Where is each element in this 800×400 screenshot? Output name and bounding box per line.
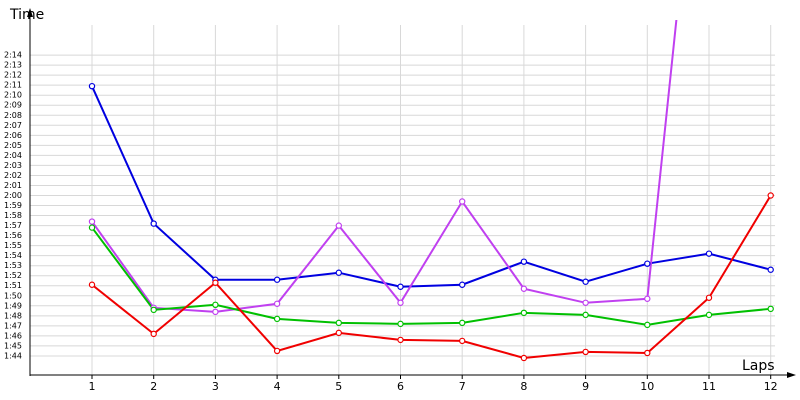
y-tick-label: 1:49	[4, 301, 22, 310]
y-tick-label: 1:44	[4, 351, 22, 360]
point	[520, 309, 528, 317]
x-tick-label: 3	[212, 380, 219, 393]
y-tick-label: 2:00	[4, 191, 22, 200]
x-tick-label: 11	[702, 380, 716, 393]
point	[397, 283, 404, 290]
point	[520, 258, 528, 265]
y-tick-label: 2:03	[4, 161, 22, 170]
series-line	[91, 226, 771, 326]
y-tick-label: 2:08	[4, 111, 22, 120]
point	[644, 321, 651, 329]
point	[520, 354, 528, 362]
x-tick-label: 9	[582, 380, 589, 393]
point	[150, 306, 157, 314]
y-tick-label: 2:02	[4, 171, 22, 180]
point	[459, 337, 466, 345]
point	[582, 311, 589, 319]
series-line	[91, 85, 771, 288]
point	[273, 315, 281, 323]
x-tick-label: 4	[274, 380, 281, 393]
point	[212, 301, 219, 309]
point	[705, 311, 713, 319]
point	[335, 329, 342, 337]
y-tick-label: 1:48	[4, 311, 22, 320]
y-tick-label: 1:51	[4, 281, 22, 290]
x-tick-label: 5	[335, 380, 342, 393]
point	[459, 198, 466, 205]
point	[644, 349, 651, 357]
x-tick-label: 8	[520, 380, 527, 393]
x-tick-label: 1	[89, 380, 96, 393]
y-axis-label: Time	[9, 7, 44, 23]
point	[88, 224, 96, 231]
point	[273, 347, 281, 355]
point	[459, 281, 466, 288]
x-axis-label: Laps	[742, 358, 775, 374]
y-tick-label: 2:13	[4, 61, 22, 70]
y-tick-label: 1:53	[4, 261, 22, 270]
point	[397, 320, 404, 328]
point	[88, 218, 96, 225]
y-tick-label: 1:58	[4, 211, 22, 220]
y-tick-label: 1:46	[4, 331, 22, 340]
x-axis-arrow	[787, 372, 796, 378]
y-tick-label: 2:14	[4, 51, 22, 60]
point	[582, 278, 589, 285]
y-tick-label: 1:59	[4, 201, 22, 210]
point	[88, 281, 96, 288]
y-tick-label: 2:10	[4, 91, 22, 100]
y-tick-label: 2:05	[4, 141, 22, 150]
point	[582, 299, 589, 306]
x-tick-label: 6	[397, 380, 404, 393]
point	[397, 336, 404, 344]
point	[397, 299, 404, 306]
point	[150, 330, 157, 338]
y-tick-label: 1:45	[4, 341, 22, 350]
point	[212, 279, 219, 286]
point	[150, 220, 157, 227]
y-tick-label: 1:57	[4, 221, 22, 230]
y-tick-label: 1:54	[4, 251, 22, 260]
y-tick-label: 1:47	[4, 321, 22, 330]
y-tick-label: 2:12	[4, 71, 22, 80]
point	[767, 192, 774, 199]
point	[644, 260, 651, 267]
y-tick-label: 1:52	[4, 271, 22, 280]
point	[582, 348, 589, 356]
y-axis-arrow	[27, 8, 33, 17]
point	[705, 294, 713, 301]
y-tick-label: 1:56	[4, 231, 22, 240]
plot-area	[88, 20, 774, 362]
x-tick-label: 10	[640, 380, 654, 393]
point	[459, 319, 466, 327]
y-tick-label: 1:50	[4, 291, 22, 300]
series-line	[91, 194, 772, 359]
point	[212, 308, 219, 316]
x-tick-label: 7	[459, 380, 466, 393]
point	[88, 82, 96, 90]
y-tick-label: 2:11	[4, 81, 22, 90]
y-tick-label: 2:07	[4, 121, 22, 130]
point	[705, 250, 713, 257]
point	[520, 285, 528, 292]
point	[273, 276, 281, 283]
point	[335, 319, 342, 327]
x-tick-label: 12	[764, 380, 778, 393]
y-tick-label: 2:01	[4, 181, 22, 190]
y-tick-label: 2:06	[4, 131, 22, 140]
y-tick-label: 2:04	[4, 151, 22, 160]
point	[335, 269, 342, 276]
y-tick-label: 1:55	[4, 241, 22, 250]
point	[767, 266, 774, 273]
point	[335, 222, 342, 229]
point	[644, 295, 651, 302]
y-tick-label: 2:09	[4, 101, 22, 110]
point	[273, 300, 281, 307]
x-tick-label: 2	[150, 380, 157, 393]
point	[767, 305, 774, 313]
